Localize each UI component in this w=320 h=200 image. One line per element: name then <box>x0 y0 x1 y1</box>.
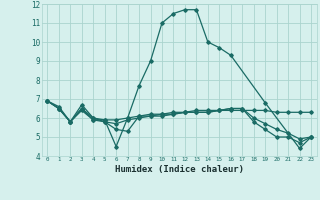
X-axis label: Humidex (Indice chaleur): Humidex (Indice chaleur) <box>115 165 244 174</box>
